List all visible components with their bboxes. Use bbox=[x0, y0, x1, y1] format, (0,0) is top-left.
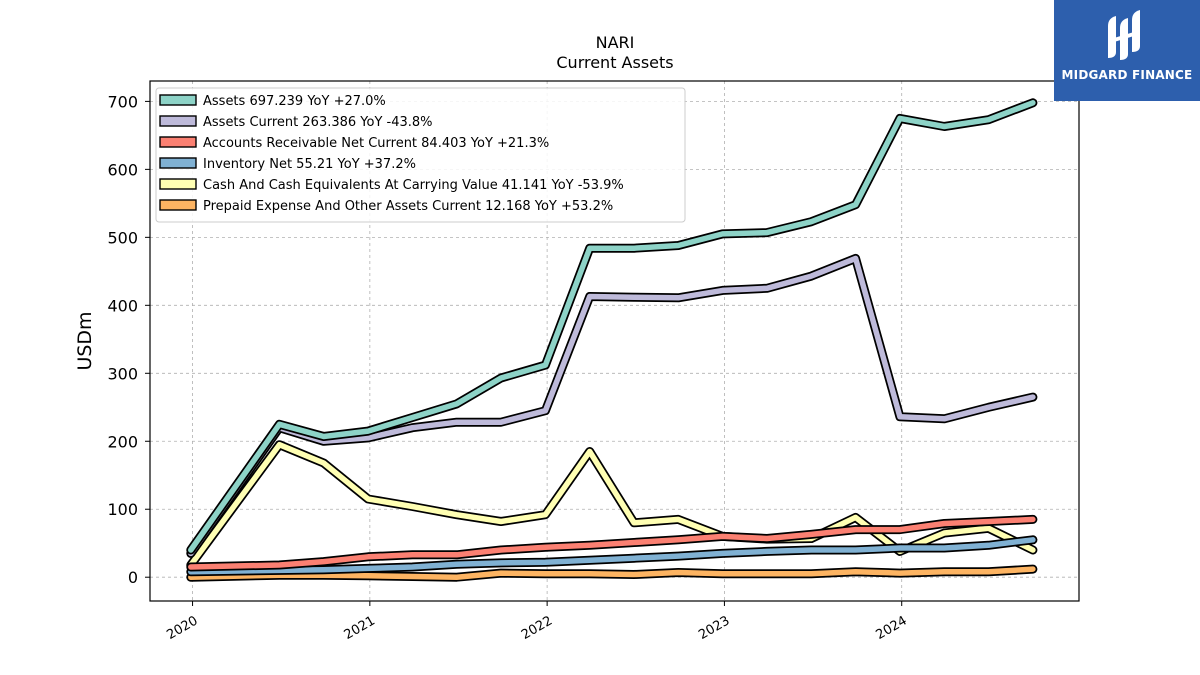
legend-item: Assets 697.239 YoY +27.0% bbox=[159, 94, 386, 109]
legend-label: Cash And Cash Equivalents At Carrying Va… bbox=[203, 178, 624, 193]
series-line-5 bbox=[186, 564, 1038, 582]
series-layer bbox=[186, 98, 1038, 582]
y-tick-label: 0 bbox=[128, 568, 138, 587]
y-tick-label: 200 bbox=[107, 432, 138, 451]
x-tick-label: 2020 bbox=[164, 613, 200, 643]
y-tick-label: 600 bbox=[107, 160, 138, 179]
x-tick-label: 2023 bbox=[696, 613, 732, 643]
y-tick-label: 100 bbox=[107, 500, 138, 519]
series-stroke bbox=[188, 537, 1036, 575]
legend-label: Accounts Receivable Net Current 84.403 Y… bbox=[203, 136, 549, 151]
plot-frame bbox=[149, 80, 1080, 602]
legend-label: Assets 697.239 YoY +27.0% bbox=[203, 94, 386, 109]
series-line-2 bbox=[186, 514, 1038, 572]
legend-label: Assets Current 263.386 YoY -43.8% bbox=[203, 115, 433, 130]
y-tick-label: 700 bbox=[107, 92, 138, 111]
legend-item: Cash And Cash Equivalents At Carrying Va… bbox=[159, 178, 624, 193]
y-axis-label: USDm bbox=[74, 311, 96, 370]
legend-swatch bbox=[159, 178, 197, 190]
legend-label: Inventory Net 55.21 YoY +37.2% bbox=[203, 157, 416, 172]
legend-swatch bbox=[159, 94, 197, 106]
x-tick-label: 2022 bbox=[519, 613, 555, 643]
legend-item: Inventory Net 55.21 YoY +37.2% bbox=[159, 157, 416, 172]
legend-swatch bbox=[159, 136, 197, 148]
logo-text: MIDGARD FINANCE bbox=[1061, 68, 1193, 82]
series-stroke bbox=[188, 100, 1036, 553]
legend-label: Prepaid Expense And Other Assets Current… bbox=[203, 199, 613, 214]
series-stroke bbox=[188, 516, 1036, 570]
legend: Assets 697.239 YoY +27.0% Assets Current … bbox=[155, 87, 686, 223]
chart-subtitle: Current Assets bbox=[556, 53, 673, 72]
x-tick-label: 2021 bbox=[342, 613, 378, 643]
legend-item: Assets Current 263.386 YoY -43.8% bbox=[159, 115, 433, 130]
x-tick-label: 2024 bbox=[874, 613, 910, 643]
brand-logo: MIDGARD FINANCE bbox=[1054, 0, 1200, 101]
legend-box bbox=[155, 87, 686, 223]
series-stroke bbox=[188, 566, 1036, 580]
legend-item: Accounts Receivable Net Current 84.403 Y… bbox=[159, 136, 549, 151]
legend-swatch bbox=[159, 157, 197, 169]
series-stroke bbox=[188, 255, 1036, 557]
y-tick-label: 500 bbox=[107, 228, 138, 247]
legend-swatch bbox=[159, 199, 197, 211]
y-tick-label: 400 bbox=[107, 296, 138, 315]
legend-swatch bbox=[159, 115, 197, 127]
series-line-1 bbox=[186, 253, 1038, 558]
y-tick-label: 300 bbox=[107, 364, 138, 383]
logo-mark-icon bbox=[1108, 10, 1140, 60]
chart-title: NARI bbox=[596, 33, 635, 52]
legend-item: Prepaid Expense And Other Assets Current… bbox=[159, 199, 613, 214]
series-line-3 bbox=[186, 535, 1038, 577]
series-line-0 bbox=[186, 98, 1038, 555]
